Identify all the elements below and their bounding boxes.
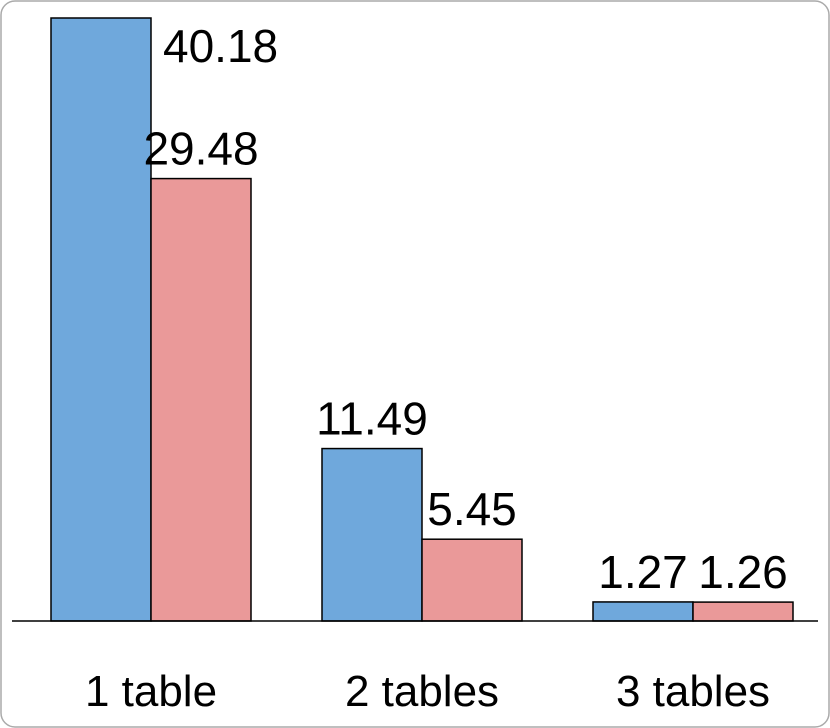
value-label: 1.26	[698, 546, 788, 598]
bar	[421, 538, 523, 622]
value-label: 5.45	[427, 483, 517, 535]
bar	[321, 447, 423, 622]
value-label: 29.48	[143, 123, 258, 175]
bar	[150, 177, 252, 622]
x-tick-label: 1 table	[85, 667, 217, 716]
bar	[592, 601, 694, 622]
x-tick-label: 2 tables	[345, 667, 499, 716]
x-tick-label: 3 tables	[616, 667, 770, 716]
value-label: 11.49	[316, 393, 428, 445]
bar	[692, 601, 794, 622]
value-label: 40.18	[163, 20, 278, 72]
bar	[50, 17, 152, 622]
value-label: 1.27	[598, 546, 688, 598]
